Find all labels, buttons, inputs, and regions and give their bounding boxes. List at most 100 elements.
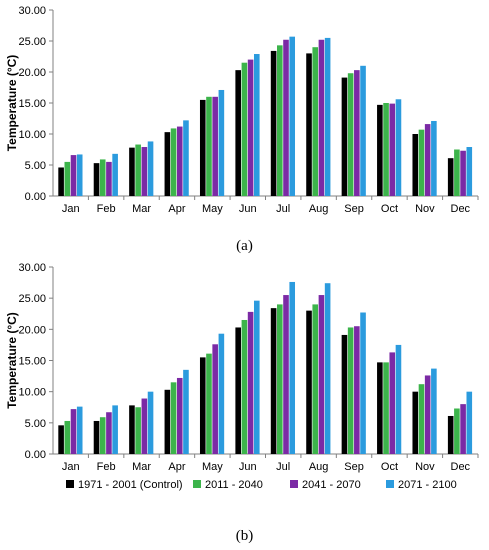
bar-sep-series-2 [347,327,354,454]
y-tick-label: 10.00 [18,387,46,399]
bar-nov-series-2 [418,384,425,454]
x-tick-label: May [202,203,223,215]
bar-may-series-3 [212,96,218,196]
bar-may-series-2 [206,353,212,454]
bar-mar-series-1 [129,405,135,454]
bar-sep-series-4 [360,312,366,454]
bar-jan-series-4 [76,406,83,454]
bar-dec-series-3 [460,150,466,196]
x-tick-label: Feb [97,461,116,473]
bar-nov-series-4 [431,120,437,196]
bar-dec-series-4 [466,391,473,454]
legend-label-3: 2041 - 2070 [302,479,361,491]
x-tick-label: Feb [97,203,116,215]
x-tick-label: Dec [451,203,471,215]
bar-dec-series-3 [460,404,466,454]
bar-sep-series-1 [341,334,348,454]
legend-label-1: 1971 - 2001 (Control) [78,479,183,491]
bar-jan-series-1 [58,425,64,454]
bar-apr-series-1 [164,389,171,454]
bar-aug-series-3 [318,295,325,454]
bar-feb-series-4 [112,405,118,454]
y-tick-label: 25.00 [18,293,46,305]
y-tick-label: 30.00 [18,262,46,274]
bar-nov-series-3 [424,375,431,454]
bar-oct-series-4 [395,344,402,454]
bar-aug-series-4 [324,283,331,454]
bar-jul-series-2 [277,304,283,454]
y-tick-label: 20.00 [18,324,46,336]
bar-sep-series-2 [347,73,354,196]
x-tick-label: Nov [415,203,435,215]
x-tick-label: Oct [381,203,398,215]
legend-swatch-3 [290,480,298,488]
bar-feb-series-2 [99,417,106,454]
legend-swatch-1 [66,480,74,488]
bar-oct-series-1 [377,104,383,196]
y-tick-label: 0.00 [25,191,46,203]
bar-feb-series-2 [99,159,106,196]
bar-apr-series-4 [183,369,189,454]
bar-dec-series-1 [447,415,454,454]
bar-mar-series-4 [147,141,154,196]
x-tick-label: Mar [132,203,151,215]
bar-feb-series-1 [93,163,100,196]
bar-nov-series-1 [412,391,419,454]
bar-apr-series-2 [170,128,177,196]
chart-panel-b: 0.00 5.00 10.00 15.00 20.00 25.00 30.00 Tempera… [5,262,479,473]
x-tick-label: Jun [239,461,257,473]
bar-nov-series-1 [412,134,419,196]
bar-nov-series-2 [418,129,425,196]
bar-jun-series-2 [241,62,248,197]
bar-jan-series-2 [64,161,71,196]
bar-feb-series-4 [112,153,118,196]
y-tick-label: 15.00 [18,356,46,368]
bar-aug-series-1 [306,310,312,454]
bar-jul-series-3 [283,295,289,454]
bar-jun-series-1 [235,70,241,196]
bar-dec-series-2 [454,149,460,196]
legend: 1971 - 2001 (Control) 2011 - 2040 2041 - 2… [66,479,457,491]
bar-apr-series-4 [183,120,189,196]
y-tick-label: 5.00 [25,418,46,430]
bar-jun-series-4 [253,300,260,454]
bar-dec-series-4 [466,147,473,196]
bar-oct-series-2 [383,362,389,454]
x-tick-label: Jul [276,461,290,473]
legend-swatch-4 [386,480,394,488]
y-tick-label: 30.00 [18,5,46,17]
bar-oct-series-2 [383,103,389,196]
bar-aug-series-4 [324,37,331,197]
bar-may-series-2 [206,96,212,196]
bar-may-series-1 [199,357,206,454]
bar-sep-series-3 [354,70,360,196]
caption-a: (a) [236,238,253,254]
bar-jul-series-2 [277,45,283,197]
bar-feb-series-1 [93,420,100,454]
bar-sep-series-4 [360,65,366,196]
x-tick-label: Jan [62,461,80,473]
bar-may-series-3 [212,344,218,454]
y-tick-label: 25.00 [18,36,46,48]
x-tick-label: Jan [62,203,80,215]
y-axis-label: Temperature (°C) [5,312,19,409]
bar-feb-series-3 [106,161,112,196]
x-tick-label: Oct [381,461,398,473]
x-tick-label: Aug [309,461,329,473]
y-tick-label: 5.00 [25,160,46,172]
bar-aug-series-1 [306,53,312,197]
bar-sep-series-1 [341,77,348,196]
bar-dec-series-1 [447,158,454,196]
bar-mar-series-4 [147,391,154,454]
x-tick-label: Sep [344,203,364,215]
bar-apr-series-3 [176,126,183,196]
bar-apr-series-2 [170,382,177,454]
bar-oct-series-3 [389,103,396,196]
x-tick-label: Jun [239,203,257,215]
x-tick-label: Dec [451,461,471,473]
y-tick-label: 20.00 [18,67,46,79]
x-tick-label: Sep [344,461,364,473]
x-tick-label: May [202,461,223,473]
bar-jan-series-4 [76,154,83,196]
